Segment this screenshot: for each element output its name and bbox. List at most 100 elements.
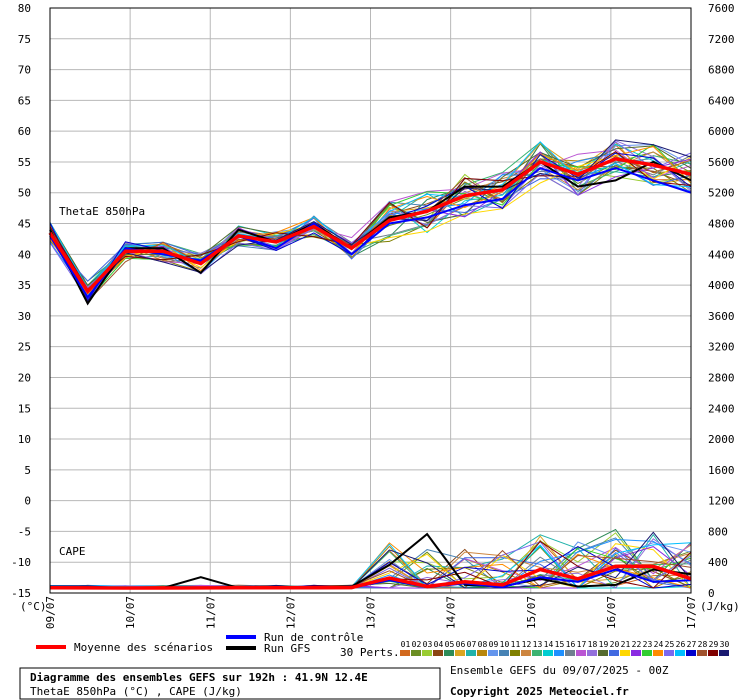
legend-members-label: 30 Perts.	[340, 646, 400, 659]
run-info: Ensemble GEFS du 09/07/2025 - 00Z	[450, 664, 669, 677]
left-tick-label: 5	[24, 464, 31, 477]
legend-member-number: 28	[698, 640, 708, 649]
right-tick-label: 1600	[708, 464, 735, 477]
left-tick-label: 0	[24, 495, 31, 508]
x-tick-label: 15/07	[525, 596, 538, 629]
legend-member-swatch	[400, 650, 410, 656]
legend-member-swatch	[477, 650, 487, 656]
series-theta-line	[49, 166, 692, 300]
legend-mean-label: Moyenne des scénarios	[74, 641, 213, 654]
chart-subtitle: ThetaE 850hPa (°C) , CAPE (J/kg)	[30, 685, 242, 698]
legend-member-swatch	[609, 650, 619, 656]
left-tick-label: 50	[18, 187, 31, 200]
legend-member-swatch	[433, 650, 443, 656]
legend-member-number: 24	[654, 640, 664, 649]
left-tick-label: 15	[18, 402, 31, 415]
legend-member-number: 09	[489, 640, 499, 649]
series-cape-line	[49, 564, 692, 590]
legend-member-number: 22	[632, 640, 642, 649]
legend-member-number: 04	[434, 640, 444, 649]
plot-frame	[49, 7, 692, 594]
legend-member-swatch	[708, 650, 718, 656]
legend-member-number: 21	[621, 640, 631, 649]
chart-title: Diagramme des ensembles GEFS sur 192h : …	[30, 671, 368, 684]
legend-member-swatch	[664, 650, 674, 656]
legend-member-number: 20	[610, 640, 620, 649]
right-tick-label: 800	[708, 525, 728, 538]
left-tick-label: 20	[18, 371, 31, 384]
right-tick-label: 6400	[708, 94, 735, 107]
legend-member-swatch	[532, 650, 542, 656]
legend-member-swatch	[488, 650, 498, 656]
legend-member-swatch	[686, 650, 696, 656]
legend-member-number: 23	[643, 640, 653, 649]
right-tick-label: 2400	[708, 402, 735, 415]
legend-member-number: 13	[533, 640, 543, 649]
left-tick-label: 30	[18, 310, 31, 323]
legend-control-label: Run de contrôle	[264, 631, 363, 644]
right-tick-label: 3200	[708, 341, 735, 354]
legend-member-number: 02	[412, 640, 422, 649]
legend-member-swatch	[598, 650, 608, 656]
right-tick-label: 5200	[708, 187, 735, 200]
left-tick-label: 80	[18, 2, 31, 15]
right-tick-label: 1200	[708, 495, 735, 508]
left-tick-label: 40	[18, 248, 31, 261]
x-tick-label: 10/07	[124, 596, 137, 629]
left-axis-unit: (°C)	[20, 600, 47, 613]
legend-member-number: 16	[566, 640, 576, 649]
theta-panel-label: ThetaE 850hPa	[59, 205, 145, 218]
right-tick-label: 3600	[708, 310, 735, 323]
legend-member-swatch	[444, 650, 454, 656]
cape-panel-label: CAPE	[59, 545, 86, 558]
legend-member-number: 08	[478, 640, 488, 649]
main-series	[48, 157, 692, 590]
legend-member-number: 01	[401, 640, 411, 649]
legend: Moyenne des scénarios Run de contrôle Ru…	[36, 631, 729, 659]
legend-member-swatch	[642, 650, 652, 656]
legend-member-number: 30	[720, 640, 730, 649]
x-tick-label: 11/07	[204, 596, 217, 629]
series-theta-line	[48, 157, 692, 295]
info-box-frame	[19, 667, 441, 700]
legend-member-number: 10	[500, 640, 510, 649]
legend-member-number: 26	[676, 640, 686, 649]
legend-member-number: 27	[687, 640, 697, 649]
legend-member-number: 07	[467, 640, 477, 649]
right-tick-label: 6800	[708, 64, 735, 77]
right-tick-label: 2000	[708, 433, 735, 446]
x-tick-label: 16/07	[605, 596, 618, 629]
left-tick-label: 10	[18, 433, 31, 446]
legend-member-number: 05	[445, 640, 455, 649]
right-tick-label: 7200	[708, 33, 735, 46]
legend-member-swatch	[499, 650, 509, 656]
legend-member-swatch	[631, 650, 641, 656]
legend-member-number: 18	[588, 640, 598, 649]
left-tick-label: 25	[18, 341, 31, 354]
right-tick-label: 0	[708, 587, 715, 600]
legend-member-swatches: 01 02 03 04 05 06 07 08 09 10 11 12 13 14 15 16 17 18 19 20…	[400, 640, 729, 656]
member-theta-line	[49, 155, 692, 303]
copyright: Copyright 2025 Meteociel.fr	[450, 685, 629, 698]
legend-member-swatch	[653, 650, 663, 656]
legend-member-swatch	[455, 650, 465, 656]
legend-member-number: 17	[577, 640, 587, 649]
legend-member-number: 06	[456, 640, 466, 649]
legend-member-swatch	[697, 650, 707, 656]
legend-member-number: 25	[665, 640, 675, 649]
legend-member-number: 11	[511, 640, 521, 649]
x-tick-label: 09/07	[44, 596, 57, 629]
x-tick-label: 14/07	[445, 596, 458, 629]
left-tick-label: 35	[18, 279, 31, 292]
left-tick-label: 60	[18, 125, 31, 138]
legend-member-swatch	[466, 650, 476, 656]
right-axis-ticks: 7600720068006400600056005200480044004000…	[708, 2, 735, 600]
right-tick-label: 6000	[708, 125, 735, 138]
right-tick-label: 4000	[708, 279, 735, 292]
legend-member-swatch	[576, 650, 586, 656]
legend-member-swatch	[521, 650, 531, 656]
legend-member-swatch	[719, 650, 729, 656]
legend-member-swatch	[565, 650, 575, 656]
